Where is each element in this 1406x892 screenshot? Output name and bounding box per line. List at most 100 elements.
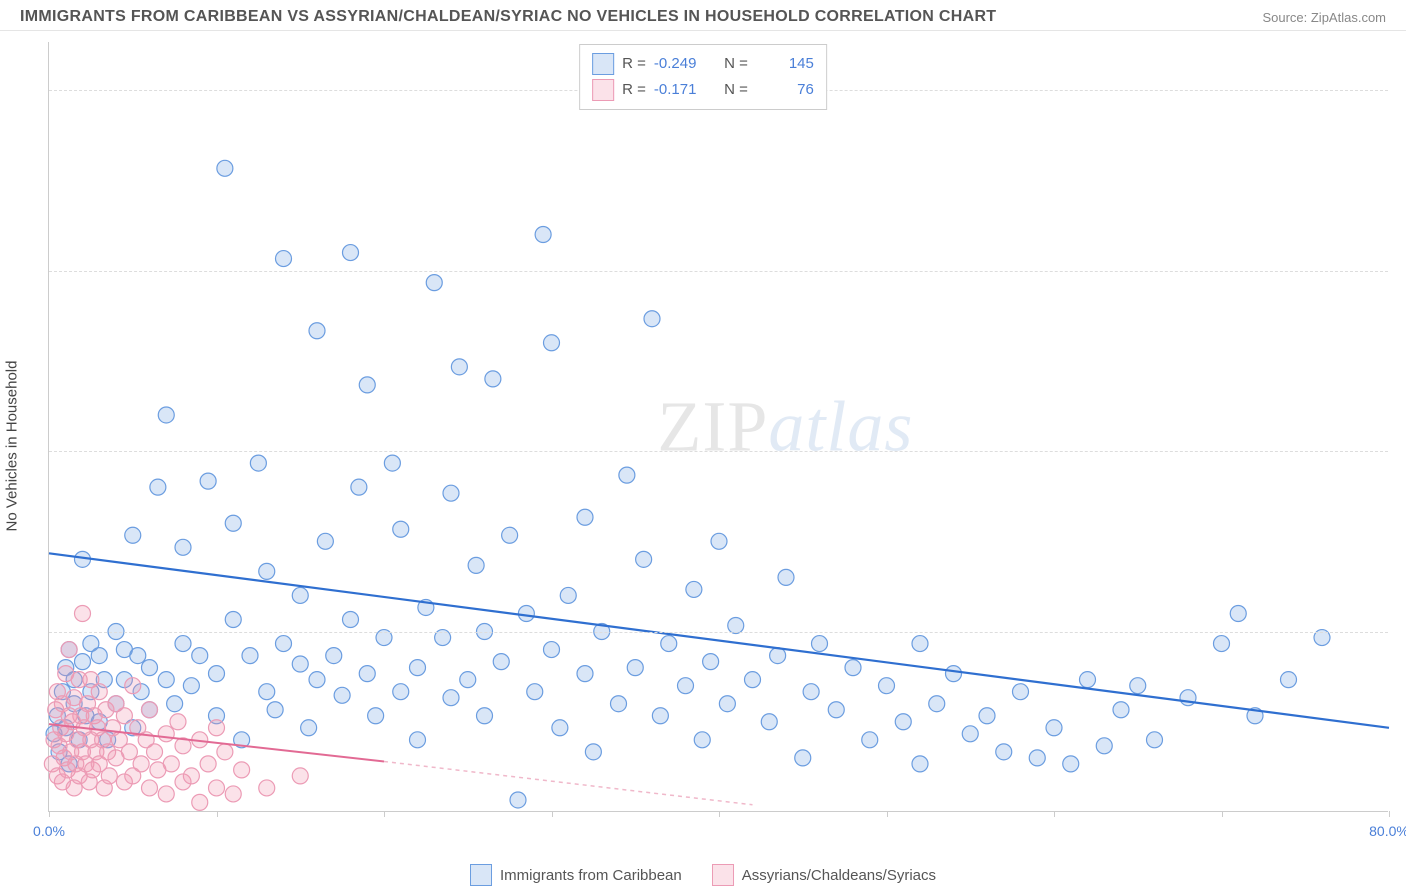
legend-series: Immigrants from Caribbean Assyrians/Chald…: [470, 864, 936, 886]
scatter-point-caribbean: [652, 708, 668, 724]
xtick: [552, 811, 553, 817]
legend-n-value: 76: [756, 77, 814, 103]
xtick: [1054, 811, 1055, 817]
legend-series-item: Assyrians/Chaldeans/Syriacs: [712, 864, 936, 886]
scatter-point-caribbean: [267, 702, 283, 718]
scatter-point-caribbean: [368, 708, 384, 724]
ytick-label: 45.0%: [1393, 263, 1406, 279]
scatter-point-caribbean: [1013, 684, 1029, 700]
scatter-point-assyrian: [101, 768, 117, 784]
scatter-point-caribbean: [125, 527, 141, 543]
ytick-label: 15.0%: [1393, 624, 1406, 640]
scatter-point-caribbean: [577, 509, 593, 525]
scatter-point-caribbean: [979, 708, 995, 724]
scatter-point-caribbean: [426, 275, 442, 291]
scatter-point-caribbean: [292, 587, 308, 603]
scatter-point-caribbean: [217, 160, 233, 176]
scatter-point-assyrian: [75, 605, 91, 621]
scatter-point-caribbean: [929, 696, 945, 712]
scatter-point-assyrian: [259, 780, 275, 796]
scatter-point-caribbean: [686, 581, 702, 597]
scatter-point-caribbean: [242, 648, 258, 664]
scatter-point-caribbean: [192, 648, 208, 664]
scatter-point-assyrian: [225, 786, 241, 802]
scatter-point-caribbean: [393, 684, 409, 700]
scatter-point-caribbean: [1147, 732, 1163, 748]
scatter-point-caribbean: [359, 666, 375, 682]
scatter-point-caribbean: [1029, 750, 1045, 766]
legend-swatch: [470, 864, 492, 886]
scatter-point-caribbean: [183, 678, 199, 694]
scatter-point-caribbean: [552, 720, 568, 736]
scatter-point-caribbean: [410, 732, 426, 748]
legend-n-label: N =: [720, 51, 748, 77]
scatter-point-caribbean: [359, 377, 375, 393]
scatter-point-caribbean: [1281, 672, 1297, 688]
legend-correlation-box: R =-0.249 N =145R =-0.171 N =76: [579, 44, 827, 110]
scatter-point-caribbean: [468, 557, 484, 573]
scatter-point-caribbean: [946, 666, 962, 682]
scatter-point-caribbean: [351, 479, 367, 495]
scatter-point-caribbean: [761, 714, 777, 730]
xtick: [1222, 811, 1223, 817]
scatter-point-caribbean: [845, 660, 861, 676]
scatter-point-caribbean: [644, 311, 660, 327]
scatter-point-caribbean: [518, 605, 534, 621]
scatter-point-assyrian: [209, 720, 225, 736]
scatter-point-caribbean: [703, 654, 719, 670]
scatter-point-caribbean: [384, 455, 400, 471]
scatter-point-caribbean: [996, 744, 1012, 760]
scatter-point-caribbean: [317, 533, 333, 549]
legend-swatch: [592, 79, 614, 101]
scatter-point-caribbean: [276, 636, 292, 652]
scatter-point-caribbean: [175, 539, 191, 555]
scatter-point-caribbean: [544, 335, 560, 351]
scatter-point-caribbean: [502, 527, 518, 543]
scatter-point-caribbean: [962, 726, 978, 742]
xtick: [887, 811, 888, 817]
scatter-point-caribbean: [1130, 678, 1146, 694]
scatter-point-caribbean: [443, 485, 459, 501]
scatter-point-caribbean: [451, 359, 467, 375]
xtick: [217, 811, 218, 817]
scatter-point-assyrian: [116, 708, 132, 724]
scatter-point-caribbean: [393, 521, 409, 537]
scatter-point-caribbean: [130, 648, 146, 664]
scatter-point-assyrian: [158, 726, 174, 742]
ytick-label: 60.0%: [1393, 82, 1406, 98]
scatter-point-caribbean: [560, 587, 576, 603]
scatter-point-caribbean: [301, 720, 317, 736]
chart-plot-area: ZIPatlas 15.0%30.0%45.0%60.0%0.0%80.0%: [48, 42, 1388, 812]
scatter-point-caribbean: [158, 407, 174, 423]
scatter-point-caribbean: [577, 666, 593, 682]
scatter-svg: [49, 42, 1388, 811]
scatter-point-caribbean: [627, 660, 643, 676]
scatter-point-caribbean: [167, 696, 183, 712]
scatter-point-assyrian: [292, 768, 308, 784]
trend-line-caribbean: [49, 553, 1389, 727]
scatter-point-caribbean: [326, 648, 342, 664]
scatter-point-caribbean: [661, 636, 677, 652]
legend-n-value: 145: [756, 51, 814, 77]
scatter-point-assyrian: [163, 756, 179, 772]
scatter-point-caribbean: [343, 245, 359, 261]
scatter-point-caribbean: [150, 479, 166, 495]
legend-series-label: Immigrants from Caribbean: [500, 867, 682, 884]
scatter-point-caribbean: [1046, 720, 1062, 736]
scatter-point-assyrian: [147, 744, 163, 760]
legend-r-value: -0.249: [654, 51, 712, 77]
scatter-point-caribbean: [91, 648, 107, 664]
scatter-point-caribbean: [694, 732, 710, 748]
scatter-point-caribbean: [410, 660, 426, 676]
scatter-point-assyrian: [200, 756, 216, 772]
scatter-point-caribbean: [510, 792, 526, 808]
scatter-point-caribbean: [343, 612, 359, 628]
legend-n-label: N =: [720, 77, 748, 103]
xtick: [1389, 811, 1390, 817]
scatter-point-caribbean: [209, 666, 225, 682]
scatter-point-caribbean: [803, 684, 819, 700]
scatter-point-caribbean: [1113, 702, 1129, 718]
scatter-point-assyrian: [209, 780, 225, 796]
scatter-point-caribbean: [778, 569, 794, 585]
scatter-point-assyrian: [192, 794, 208, 810]
